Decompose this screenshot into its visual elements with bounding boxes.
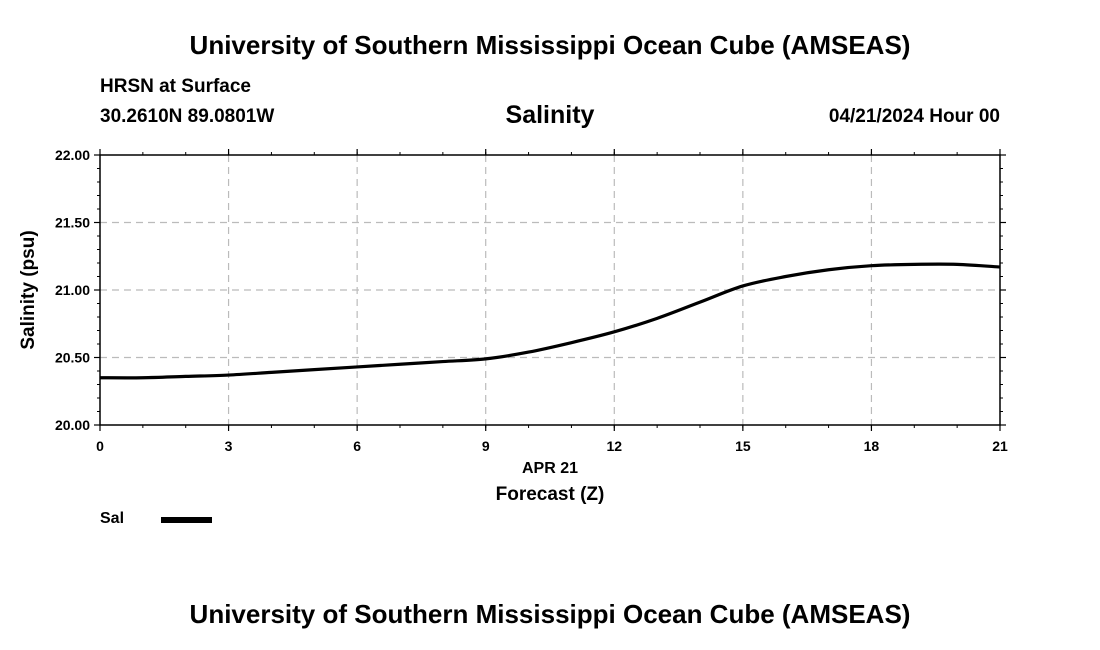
legend-label: Sal xyxy=(100,510,125,527)
y-tick-label: 21.00 xyxy=(55,282,90,298)
x-tick-label: 6 xyxy=(353,438,361,454)
x-tick-label: 9 xyxy=(482,438,490,454)
top-title: University of Southern Mississippi Ocean… xyxy=(189,30,911,60)
x-tick-label: 0 xyxy=(96,438,104,454)
bottom-title: University of Southern Mississippi Ocean… xyxy=(189,599,911,629)
x-tick-label: 3 xyxy=(225,438,233,454)
series-line-sal xyxy=(99,262,1001,380)
label-layer: 20.00 20.50 21.00 21.50 22.00 0 3 6 9 12 15 18 21 APR… xyxy=(18,147,1008,505)
station-label: HRSN at Surface xyxy=(100,76,251,97)
x-axis-sublabel: APR 21 xyxy=(522,460,578,477)
chart-title: Salinity xyxy=(505,101,595,129)
plot-frame xyxy=(99,154,1001,426)
legend-line-swatch xyxy=(161,517,212,523)
x-tick-label: 21 xyxy=(992,438,1008,454)
series-layer xyxy=(99,262,1001,380)
y-tick-label: 20.00 xyxy=(55,417,90,433)
x-tick-label: 15 xyxy=(735,438,751,454)
y-axis-label: Salinity (psu) xyxy=(18,230,39,349)
date-label: 04/21/2024 Hour 00 xyxy=(828,106,1000,127)
x-tick-label: 18 xyxy=(864,438,880,454)
x-tick-label: 12 xyxy=(606,438,622,454)
grid-layer xyxy=(100,155,1000,425)
coordinates-label: 30.2610N 89.0801W xyxy=(100,106,275,127)
x-axis-label: Forecast (Z) xyxy=(496,484,605,505)
y-tick-label: 21.50 xyxy=(55,215,90,231)
y-tick-label: 20.50 xyxy=(55,350,90,366)
y-tick-label: 22.00 xyxy=(55,147,90,163)
